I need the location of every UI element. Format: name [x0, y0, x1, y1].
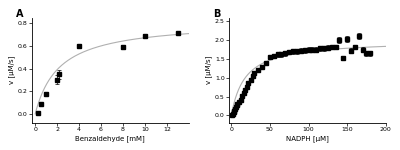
- Text: A: A: [16, 9, 24, 19]
- X-axis label: NADPH [µM]: NADPH [µM]: [286, 135, 329, 142]
- X-axis label: Benzaldehyde [mM]: Benzaldehyde [mM]: [76, 135, 145, 142]
- Y-axis label: v [µM/s]: v [µM/s]: [205, 56, 212, 84]
- Y-axis label: v [µM/s]: v [µM/s]: [8, 56, 15, 84]
- Text: B: B: [213, 9, 221, 19]
